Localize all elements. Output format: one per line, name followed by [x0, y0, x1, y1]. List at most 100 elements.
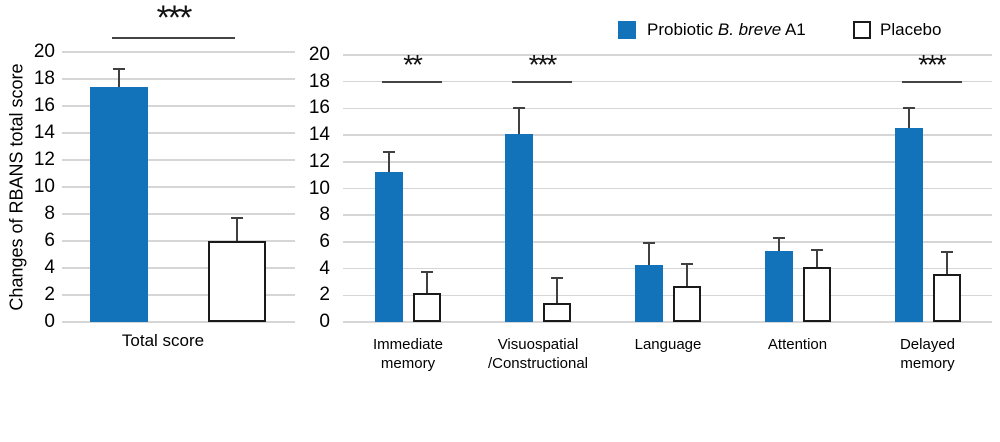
y-tick-label: 16	[308, 97, 330, 119]
category-label: Visuospatial /Constructional	[487, 336, 589, 372]
legend-swatch-placebo	[853, 21, 871, 39]
probiotic-bar	[90, 87, 148, 322]
placebo-bar	[932, 273, 961, 322]
error-bar-cap	[681, 263, 693, 266]
gridline	[343, 187, 992, 190]
y-tick-label: 16	[33, 95, 55, 116]
error-bar-line	[907, 107, 910, 129]
gridline	[343, 321, 992, 323]
significance-stars: ***	[918, 49, 947, 80]
y-tick-label: 10	[308, 177, 330, 199]
category-label: Total score	[121, 331, 205, 350]
placebo-bar	[673, 285, 701, 322]
error-bar-line	[118, 68, 120, 88]
gridline	[62, 78, 295, 80]
probiotic-bar	[375, 172, 403, 322]
gridline	[62, 267, 295, 269]
placebo-bar	[208, 241, 266, 322]
gridline	[343, 214, 992, 216]
gridline	[343, 267, 992, 270]
legend-label-probiotic: Probiotic B. breve A1	[647, 20, 806, 40]
error-bar-cap	[902, 107, 915, 110]
gridline	[343, 54, 992, 56]
error-bar-cap	[810, 248, 823, 251]
legend-swatch-probiotic	[618, 21, 636, 39]
gridline	[343, 294, 992, 297]
y-tick-label: 18	[308, 70, 330, 92]
legend-text-prefix: Probiotic	[647, 20, 718, 39]
category-label: Language	[634, 336, 702, 353]
probiotic-bar	[764, 251, 793, 322]
y-tick-label: 14	[33, 122, 55, 143]
total-score-panel: 0 2 4 6 8 10 12 14 16 18 20 Total score ***	[34, 1, 295, 350]
placebo-bar	[413, 292, 441, 322]
y-tick-label: 20	[308, 44, 330, 65]
error-bar-line	[815, 248, 818, 268]
error-bar-line	[686, 263, 688, 286]
gridline	[62, 294, 295, 296]
significance-stars: ***	[528, 49, 558, 80]
y-tick-label: 8	[44, 203, 55, 224]
gridline	[62, 321, 295, 323]
placebo-bar	[543, 303, 571, 322]
gridline	[62, 186, 295, 188]
gridline	[62, 105, 295, 107]
y-tick-label: 6	[44, 230, 55, 251]
error-bar-cap	[383, 151, 395, 154]
error-bar-cap	[940, 251, 953, 254]
error-bar-line	[777, 236, 780, 252]
category-label: Attention	[767, 336, 828, 353]
gridline	[343, 80, 992, 83]
category-label: Immediate memory	[372, 336, 444, 372]
error-bar-cap	[421, 271, 433, 274]
legend-label-placebo: Placebo	[880, 20, 942, 39]
error-bar-line	[945, 251, 948, 274]
legend-text-suffix: A1	[781, 20, 806, 39]
y-tick-label: 12	[308, 150, 330, 172]
probiotic-bar	[894, 128, 923, 322]
gridline	[62, 51, 295, 53]
placebo-bar	[802, 267, 831, 322]
error-bar-cap	[643, 241, 655, 244]
gridline	[62, 213, 295, 215]
legend-text-italic: B. breve	[717, 20, 782, 39]
y-tick-label: 20	[33, 41, 55, 62]
subscores-panel: 0 2 4 6 8 10 12 14 16 18 20 Immediate memory Visuosp…	[309, 45, 992, 372]
probiotic-bar	[635, 264, 663, 322]
error-bar-cap	[113, 68, 125, 71]
y-tick-label: 18	[33, 68, 55, 89]
gridline	[62, 132, 295, 134]
probiotic-bar	[505, 133, 533, 322]
gridline	[343, 134, 992, 136]
significance-line	[512, 81, 572, 83]
y-tick-label: 8	[319, 204, 330, 226]
category-label: Delayed memory	[899, 336, 956, 372]
error-bar-line	[518, 107, 520, 134]
error-bar-cap	[551, 276, 563, 279]
gridline	[343, 241, 992, 243]
significance-stars: **	[403, 49, 423, 80]
error-bar-line	[388, 151, 390, 173]
y-tick-label: 2	[44, 284, 55, 305]
gridline	[343, 161, 992, 163]
significance-line	[901, 81, 962, 83]
significance-line	[112, 37, 235, 39]
y-tick-label: 6	[319, 230, 330, 252]
gridline	[62, 240, 295, 242]
y-tick-label: 12	[33, 149, 55, 170]
y-tick-label: 0	[319, 311, 330, 332]
y-tick-label: 0	[44, 311, 55, 332]
y-tick-label: 2	[319, 284, 330, 306]
error-bar-line	[556, 276, 558, 304]
error-bar-cap	[231, 216, 243, 219]
error-bar-line	[236, 216, 238, 241]
y-tick-label: 4	[319, 257, 330, 279]
error-bar-line	[426, 271, 428, 293]
error-bar-cap	[772, 236, 785, 239]
significance-stars: ***	[156, 0, 193, 37]
y-tick-label: 10	[33, 176, 55, 197]
error-bar-cap	[513, 107, 525, 110]
gridline	[343, 107, 992, 110]
significance-line	[382, 81, 442, 83]
